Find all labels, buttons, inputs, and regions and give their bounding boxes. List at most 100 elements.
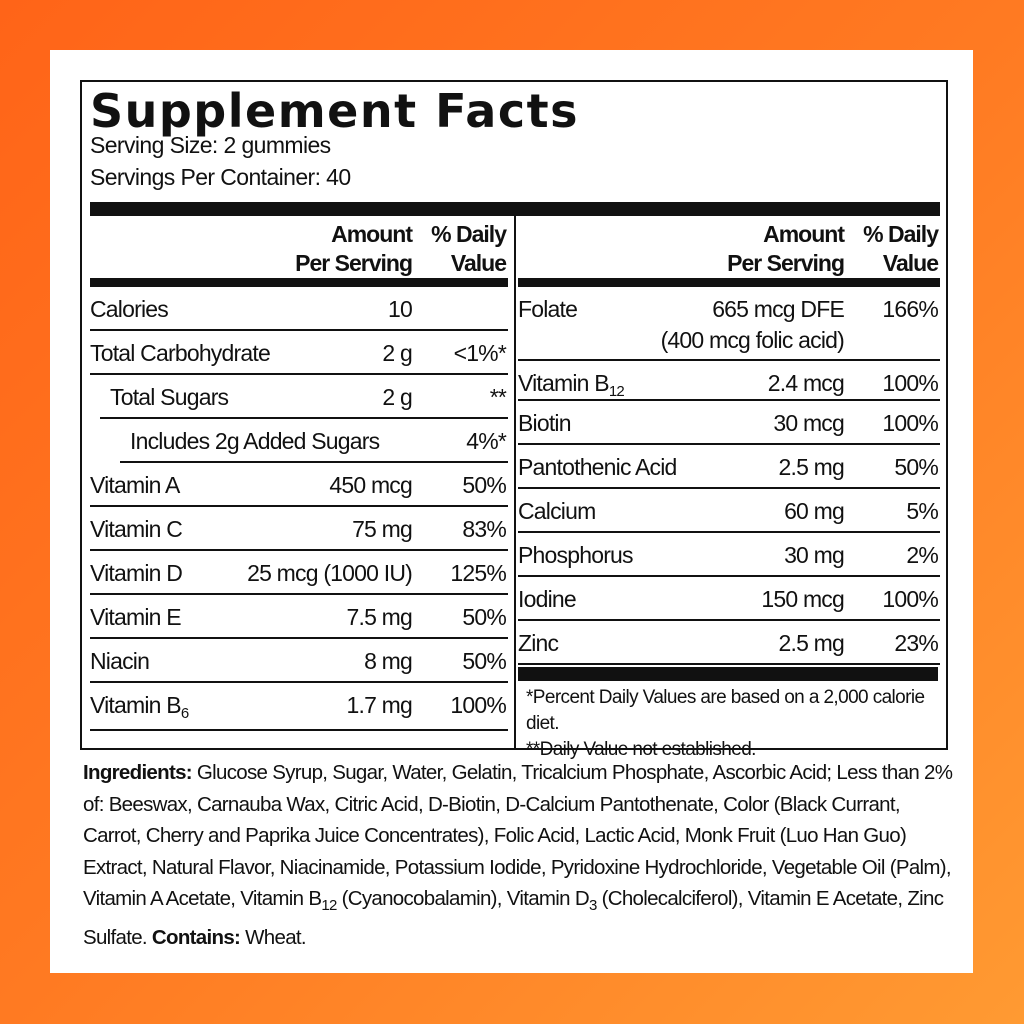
left-rows: Calories 10 Total Carbohydrate 2 g <1%* Total… [90, 287, 508, 731]
nutrient-row: Calories 10 [90, 287, 508, 331]
ingredients-text: (Cholecalciferol), Vitamin E Acetate, Zi… [83, 887, 944, 949]
ingredients-label: Ingredients: [83, 761, 193, 784]
percent-daily-value: 23% [894, 630, 938, 656]
nutrient-name-text: Vitamin A [90, 472, 180, 498]
percent-daily-value: 50% [462, 472, 506, 498]
percent-daily-value: 100% [882, 370, 938, 396]
contains-label: Contains: [151, 925, 241, 949]
nutrient-row: Zinc 2.5 mg 23% [518, 621, 940, 665]
nutrient-name-text: Folate [518, 296, 578, 322]
percent-daily-value: 2% [906, 542, 938, 568]
percent-daily-value: 50% [462, 604, 506, 630]
supplement-facts-label: Supplement Facts Serving Size: 2 gummies… [80, 80, 948, 760]
nutrient-name-text: Zinc [518, 630, 559, 656]
percent-daily-value: 83% [462, 516, 506, 542]
thick-divider [90, 202, 940, 216]
footnote: *Percent Daily Values are based on a 2,0… [526, 687, 925, 734]
nutrient-name-text: Iodine [518, 586, 577, 612]
nutrient-name-text: Vitamin B [90, 692, 182, 718]
amount-per-serving: 2.4 mcg [767, 370, 845, 396]
percent-daily-value: 100% [882, 586, 938, 612]
nutrient-name-text: Biotin [518, 410, 572, 436]
nutrient-name: Pantothenic Acid [518, 454, 677, 481]
serving-size: Serving Size: 2 gummies [90, 132, 331, 158]
dv-header-line1: % Daily [431, 221, 507, 247]
dv-header: % Daily Value [431, 220, 507, 278]
amount-per-serving: 8 mg [364, 648, 413, 674]
nutrient-row: Vitamin D 25 mcg (1000 IU) 125% [90, 551, 508, 595]
nutrient-row: Includes 2g Added Sugars 4%* [120, 419, 508, 463]
percent-daily-value: 50% [894, 454, 938, 480]
nutrient-name: Iodine [518, 586, 577, 613]
amount-per-serving: 2.5 mg [778, 630, 844, 656]
amount-per-serving: 150 mcg [761, 586, 844, 612]
right-rows: Folate 665 mcg DFE 166% (400 mcg folic acid… [518, 287, 940, 665]
column-header: Amount Per Serving % Daily Value [518, 216, 940, 278]
nutrient-name-text: Calories [90, 296, 169, 322]
column-header: Amount Per Serving % Daily Value [90, 216, 508, 278]
label-title: Supplement Facts [90, 84, 579, 138]
nutrient-name-text: Phosphorus [518, 542, 634, 568]
nutrient-name-text: Niacin [90, 648, 150, 674]
nutrient-row: Vitamin A 450 mcg 50% [90, 463, 508, 507]
nutrient-row: Pantothenic Acid 2.5 mg 50% [518, 445, 940, 489]
amount-header-line1: Amount [331, 221, 413, 247]
amount-per-serving: 75 mg [352, 516, 413, 542]
nutrient-row: Calcium 60 mg 5% [518, 489, 940, 533]
amount-header: Amount Per Serving [295, 220, 413, 278]
nutrient-name-text: Total Sugars [110, 384, 229, 410]
amount-per-serving: 1.7 mg [346, 692, 412, 718]
percent-daily-value: 125% [450, 560, 506, 586]
nutrient-row: Vitamin C 75 mg 83% [90, 507, 508, 551]
nutrient-name: Folate [518, 296, 578, 323]
nutrient-name: Calcium [518, 498, 596, 525]
nutrient-row: Niacin 8 mg 50% [90, 639, 508, 683]
nutrient-name-text: Vitamin B [518, 370, 610, 396]
thick-divider [518, 278, 940, 287]
amount-per-serving: 25 mcg (1000 IU) [247, 560, 413, 586]
ingredients: Ingredients: Glucose Syrup, Sugar, Water… [83, 757, 953, 953]
subscript: 3 [588, 897, 597, 914]
nutrient-name-text: Pantothenic Acid [518, 454, 677, 480]
percent-daily-value: <1%* [453, 340, 507, 366]
percent-daily-value: 100% [882, 410, 938, 436]
nutrient-name: Vitamin E [90, 604, 182, 631]
amount-per-serving: 10 [388, 296, 413, 322]
nutrient-name: Zinc [518, 630, 559, 657]
nutrient-name-text: Vitamin D [90, 560, 183, 586]
nutrient-name-text: Includes 2g Added Sugars [130, 428, 380, 454]
nutrient-name: Phosphorus [518, 542, 634, 569]
thick-divider [90, 278, 508, 287]
nutrient-name-text: Vitamin E [90, 604, 182, 630]
subscript: 12 [608, 383, 625, 400]
amount-per-serving: 30 mg [784, 542, 845, 568]
nutrient-name: Biotin [518, 410, 572, 437]
nutrient-name: Total Carbohydrate [90, 340, 271, 367]
nutrient-name: Vitamin C [90, 516, 183, 543]
nutrient-name: Vitamin A [90, 472, 180, 499]
subscript: 6 [180, 705, 189, 722]
percent-daily-value: 5% [906, 498, 938, 524]
nutrient-name-text: Vitamin C [90, 516, 183, 542]
nutrient-name: Niacin [90, 648, 150, 675]
nutrient-row: Phosphorus 30 mg 2% [518, 533, 940, 577]
nutrient-name: Calories [90, 296, 169, 323]
percent-daily-value: 166% [882, 296, 938, 322]
percent-daily-value: 4%* [466, 428, 507, 454]
amount-per-serving: 60 mg [784, 498, 845, 524]
nutrient-name: Vitamin B6 [90, 692, 189, 722]
nutrient-row: Vitamin B6 1.7 mg 100% [90, 683, 508, 731]
nutrient-row: Biotin 30 mcg 100% [518, 401, 940, 445]
ingredients-text: (Cyanocobalamin), Vitamin D [336, 887, 590, 910]
right-column: Amount Per Serving % Daily Value Folate 665… [518, 216, 940, 763]
thick-divider [518, 667, 938, 681]
percent-daily-value: 50% [462, 648, 506, 674]
amount-note: (400 mcg folic acid) [660, 327, 845, 353]
amount-per-serving: 665 mcg DFE [712, 296, 845, 322]
column-divider [514, 216, 516, 750]
nutrient-row: Folate 665 mcg DFE 166% (400 mcg folic acid… [518, 287, 940, 361]
dv-header-line1: % Daily [863, 221, 939, 247]
ingredients-text: Glucose Syrup, Sugar, Water, Gelatin, Tr… [83, 761, 953, 910]
nutrient-row: Iodine 150 mcg 100% [518, 577, 940, 621]
dv-header-line2: Value [450, 250, 507, 276]
